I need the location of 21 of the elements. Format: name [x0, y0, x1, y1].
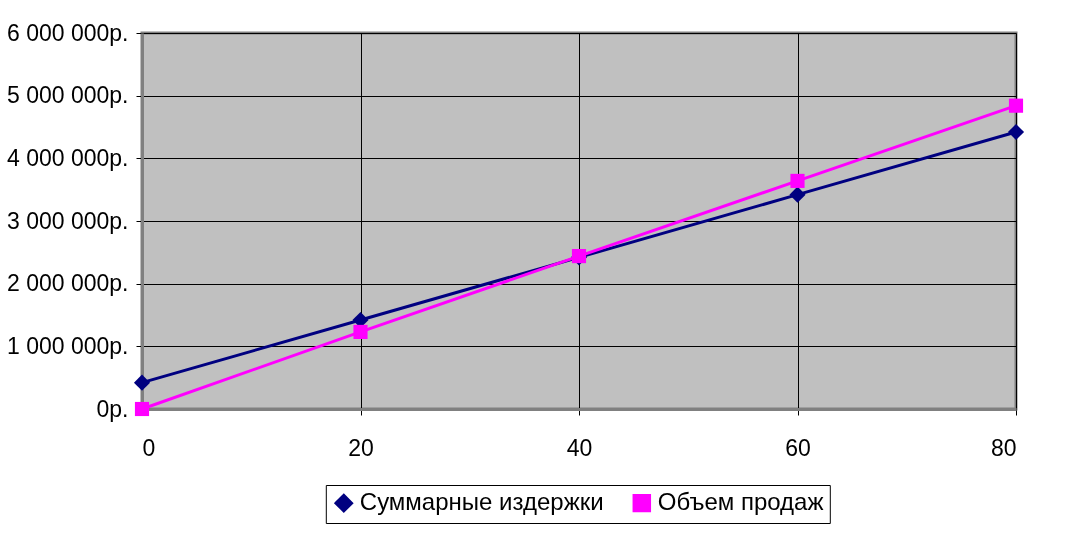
- legend-label: Объем продаж: [657, 488, 824, 516]
- y-tick-label: 3 000 000р.: [6, 207, 129, 234]
- x-tick-label: 40: [566, 434, 593, 461]
- x-tick-label: 0: [142, 434, 156, 461]
- point: [1007, 123, 1025, 141]
- y-tick-label: 4 000 000р.: [6, 144, 129, 171]
- x-tick-label: 80: [990, 434, 1017, 461]
- point: [134, 401, 150, 417]
- y-tick-label: 1 000 000р.: [6, 332, 129, 359]
- y-tick-label: 5 000 000р.: [6, 82, 129, 109]
- x-tick-label: 60: [785, 434, 811, 461]
- point: [353, 324, 368, 339]
- y-tick-label: 6 000 000р.: [6, 19, 129, 46]
- point: [133, 374, 151, 391]
- point: [789, 186, 806, 203]
- legend-label: Суммарные издержки: [359, 488, 604, 516]
- y-tick-label: 2 000 000р.: [6, 270, 129, 297]
- y-tick-label: 0р.: [96, 395, 129, 422]
- point: [790, 173, 805, 188]
- point: [1008, 98, 1024, 113]
- x-tick-label: 20: [348, 434, 374, 461]
